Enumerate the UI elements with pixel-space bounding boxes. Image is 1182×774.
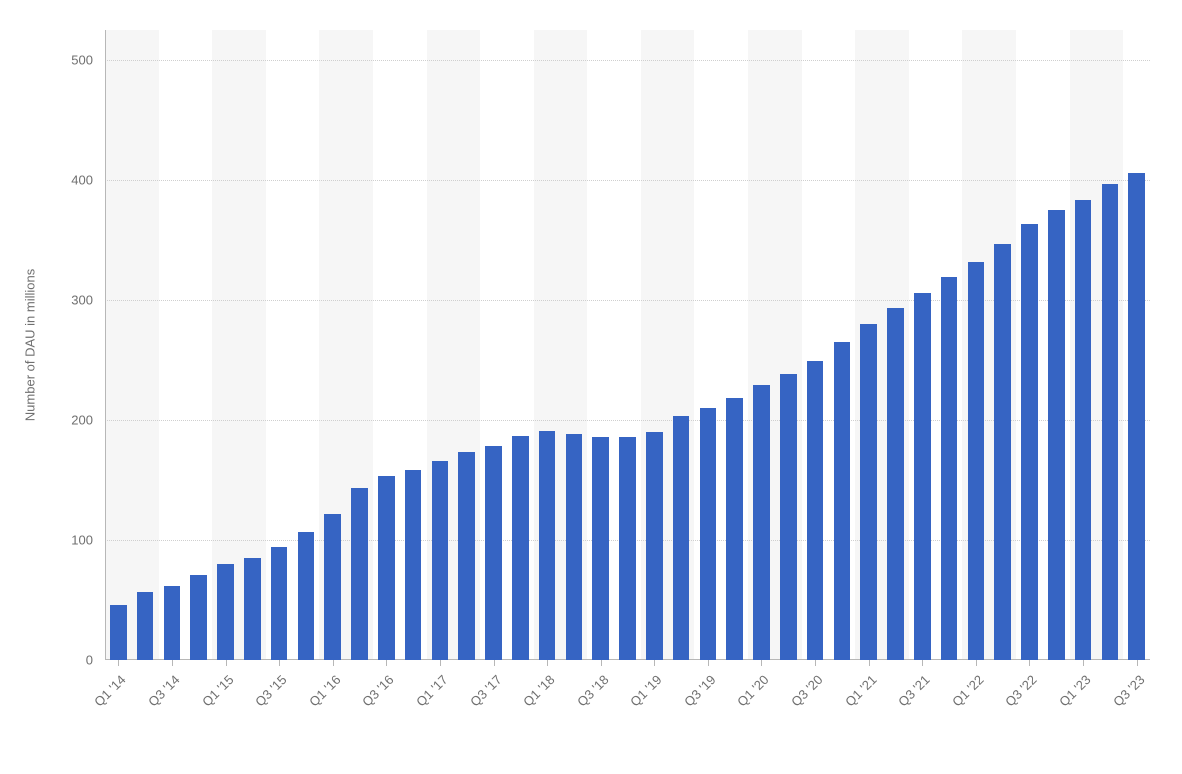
- x-tick-mark: [386, 660, 387, 666]
- x-tick-mark: [1029, 660, 1030, 666]
- bar: [700, 408, 717, 660]
- x-tick-mark: [708, 660, 709, 666]
- x-tick-mark: [226, 660, 227, 666]
- x-tick-mark: [440, 660, 441, 666]
- x-tick-mark: [547, 660, 548, 666]
- bar: [110, 605, 127, 660]
- bar: [405, 470, 422, 660]
- x-tick-mark: [976, 660, 977, 666]
- bar: [190, 575, 207, 660]
- bar: [619, 437, 636, 660]
- bar: [753, 385, 770, 660]
- bar: [1048, 210, 1065, 660]
- bar: [458, 452, 475, 660]
- bar: [539, 431, 556, 660]
- y-tick-label: 500: [0, 53, 93, 68]
- bar: [137, 592, 154, 660]
- bar: [1075, 200, 1092, 660]
- bar: [646, 432, 663, 660]
- x-tick-mark: [654, 660, 655, 666]
- gridline: [105, 300, 1150, 301]
- bar: [324, 514, 341, 660]
- bar: [887, 308, 904, 660]
- bar: [485, 446, 502, 660]
- bar: [834, 342, 851, 660]
- x-tick-mark: [1137, 660, 1138, 666]
- y-tick-label: 0: [0, 653, 93, 668]
- bar: [566, 434, 583, 660]
- gridline: [105, 60, 1150, 61]
- x-tick-mark: [601, 660, 602, 666]
- bar: [512, 436, 529, 660]
- y-tick-label: 100: [0, 533, 93, 548]
- x-tick-mark: [815, 660, 816, 666]
- x-tick-mark: [333, 660, 334, 666]
- bar: [271, 547, 288, 660]
- x-tick-mark: [494, 660, 495, 666]
- y-axis-line: [105, 30, 106, 660]
- y-tick-label: 300: [0, 293, 93, 308]
- bar: [726, 398, 743, 660]
- bar: [941, 277, 958, 660]
- bar: [592, 437, 609, 660]
- bar: [914, 293, 931, 660]
- bar: [244, 558, 261, 660]
- alt-band: [105, 30, 159, 660]
- x-tick-mark: [172, 660, 173, 666]
- bar: [968, 262, 985, 660]
- alt-band: [159, 30, 213, 660]
- x-tick-mark: [1083, 660, 1084, 666]
- x-tick-mark: [869, 660, 870, 666]
- bar: [432, 461, 449, 660]
- gridline: [105, 180, 1150, 181]
- bar: [673, 416, 690, 660]
- x-tick-mark: [761, 660, 762, 666]
- bar: [860, 324, 877, 660]
- bar: [807, 361, 824, 660]
- gridline: [105, 420, 1150, 421]
- x-tick-mark: [922, 660, 923, 666]
- bar: [994, 244, 1011, 660]
- y-tick-label: 200: [0, 413, 93, 428]
- bar: [1102, 184, 1119, 660]
- bar: [780, 374, 797, 660]
- bar: [298, 532, 315, 660]
- bar: [217, 564, 234, 660]
- bar: [1128, 173, 1145, 660]
- bar: [164, 586, 181, 660]
- x-tick-mark: [118, 660, 119, 666]
- y-tick-label: 400: [0, 173, 93, 188]
- bar: [351, 488, 368, 660]
- plot-area: [105, 30, 1150, 660]
- bar: [1021, 224, 1038, 660]
- x-tick-mark: [279, 660, 280, 666]
- bar: [378, 476, 395, 660]
- dau-bar-chart: Number of DAU in millions 01002003004005…: [0, 0, 1182, 774]
